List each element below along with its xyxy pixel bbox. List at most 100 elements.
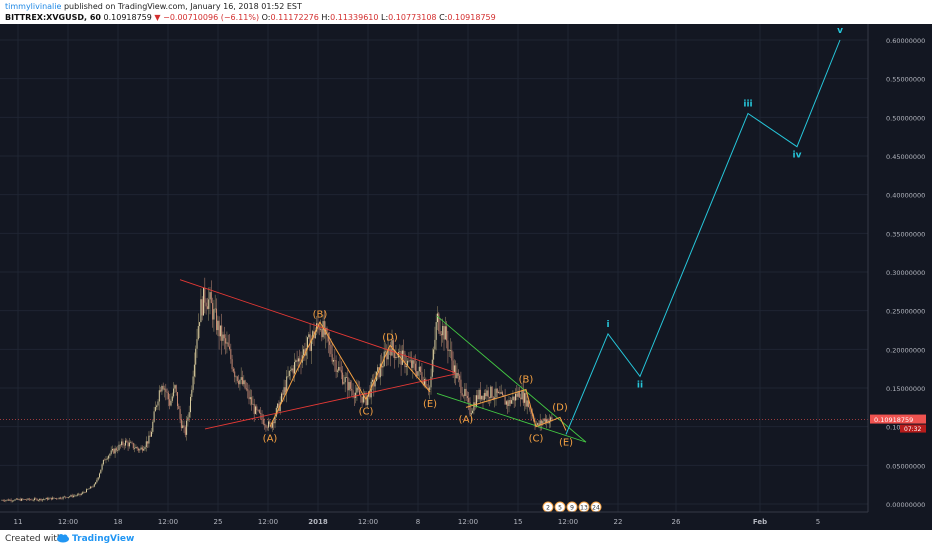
candle-body: [48, 498, 50, 500]
candle-body: [235, 376, 237, 378]
candle-body: [169, 399, 171, 406]
y-tick-label: 0.60000000: [886, 37, 925, 45]
time-axis: 11 12:00 18 12:00 25 12:00 2018 12:00 8 12:00 15 12…: [0, 511, 868, 526]
candle-body: [174, 385, 176, 389]
candle-body: [405, 365, 407, 368]
candle-body: [482, 395, 484, 400]
candle-body: [468, 398, 470, 403]
candle-body: [344, 377, 346, 383]
candle-body: [392, 340, 394, 350]
candle-body: [399, 351, 401, 353]
candle-body: [427, 387, 429, 390]
candle-body: [74, 495, 76, 497]
projection-label: i: [606, 320, 609, 330]
candle-body: [162, 385, 164, 390]
wave-label: (E): [423, 399, 437, 410]
candle-body: [251, 397, 253, 405]
candle-body: [542, 421, 544, 424]
candle-body: [496, 388, 498, 393]
candle-body: [177, 392, 178, 407]
candle-body: [87, 489, 89, 490]
candle-body: [31, 499, 33, 501]
candle-body: [128, 442, 130, 447]
candle-body: [216, 308, 217, 331]
author-link[interactable]: timmylivinalie: [5, 2, 62, 11]
candle-body: [260, 412, 262, 414]
candle-body: [451, 350, 453, 361]
close-label: C:: [439, 13, 448, 22]
chart-svg[interactable]: (A)(B)(C)(D)(E)(A)(B)(C)(D)(E)iiiiiiivv2…: [0, 24, 932, 530]
current-price-label: 0.10918759: [874, 416, 913, 424]
candle-body: [118, 444, 120, 451]
candle-body: [92, 486, 94, 488]
candle-body: [466, 396, 468, 399]
footer: Created with TradingView: [0, 530, 932, 550]
candle-body: [494, 397, 496, 399]
candle-body: [529, 407, 531, 410]
candle-body: [507, 401, 509, 407]
candle-body: [238, 381, 240, 385]
candle-body: [327, 333, 329, 342]
event-badge-label: 13: [580, 505, 588, 512]
candle-body: [492, 397, 494, 399]
tradingview-brand[interactable]: TradingView: [72, 534, 135, 544]
candle-body: [179, 409, 181, 420]
candle-body: [403, 350, 405, 354]
candle-body: [71, 495, 73, 497]
candle-body: [520, 397, 522, 400]
candle-body: [242, 377, 243, 385]
candle-body: [151, 431, 152, 437]
candle-body: [338, 366, 340, 371]
candle-body: [431, 359, 433, 377]
candle-body: [382, 366, 384, 368]
candle-body: [426, 387, 428, 388]
candle-body: [195, 348, 197, 365]
candle-body: [342, 372, 344, 384]
x-tick-label: 2018: [308, 518, 328, 526]
candle-body: [192, 376, 194, 390]
candle-body: [204, 287, 206, 303]
candle-body: [470, 413, 472, 415]
candle-body: [99, 473, 100, 478]
candle-body: [63, 496, 65, 498]
candle-body: [105, 458, 107, 460]
candle-body: [335, 360, 337, 372]
candle-body: [119, 444, 121, 446]
candle-body: [154, 407, 156, 412]
candle-body: [386, 351, 388, 360]
candle-body: [274, 416, 276, 424]
candle-body: [11, 500, 13, 502]
candle-body: [54, 498, 56, 499]
candle-body: [183, 425, 185, 428]
candle-body: [456, 372, 458, 379]
candle-body: [394, 349, 396, 359]
candle-body: [243, 380, 245, 385]
high-value: 0.11339610: [330, 13, 379, 22]
candle-body: [408, 360, 410, 362]
candle-body: [76, 494, 78, 496]
wave-label: (C): [359, 407, 374, 418]
wave-label: (D): [552, 402, 568, 413]
chart-header: timmylivinalie published on TradingView.…: [0, 0, 932, 24]
candle-body: [287, 376, 289, 377]
candle-body: [455, 365, 457, 379]
y-tick-label: 0.20000000: [886, 346, 925, 354]
candle-body: [396, 356, 398, 358]
x-tick-label: 12:00: [358, 518, 378, 526]
candle-body: [62, 496, 64, 499]
x-tick-label: 12:00: [458, 518, 478, 526]
chart-area[interactable]: (A) (B) (C) (D) (E) (A) (B) (C) (D) (E) i ii iii iv v 2…: [0, 24, 932, 530]
candle-body: [234, 371, 236, 377]
candle-body: [377, 367, 379, 372]
candle-body: [502, 392, 503, 396]
candle-body: [110, 450, 112, 454]
candle-body: [461, 393, 463, 396]
x-tick-label: Feb: [753, 518, 767, 526]
candle-body: [26, 499, 28, 501]
candle-body: [351, 388, 353, 391]
projection-label: v: [837, 26, 843, 36]
candle-body: [361, 396, 363, 403]
candle-body: [44, 499, 46, 500]
candle-body: [359, 390, 360, 396]
candle-body: [144, 447, 146, 450]
